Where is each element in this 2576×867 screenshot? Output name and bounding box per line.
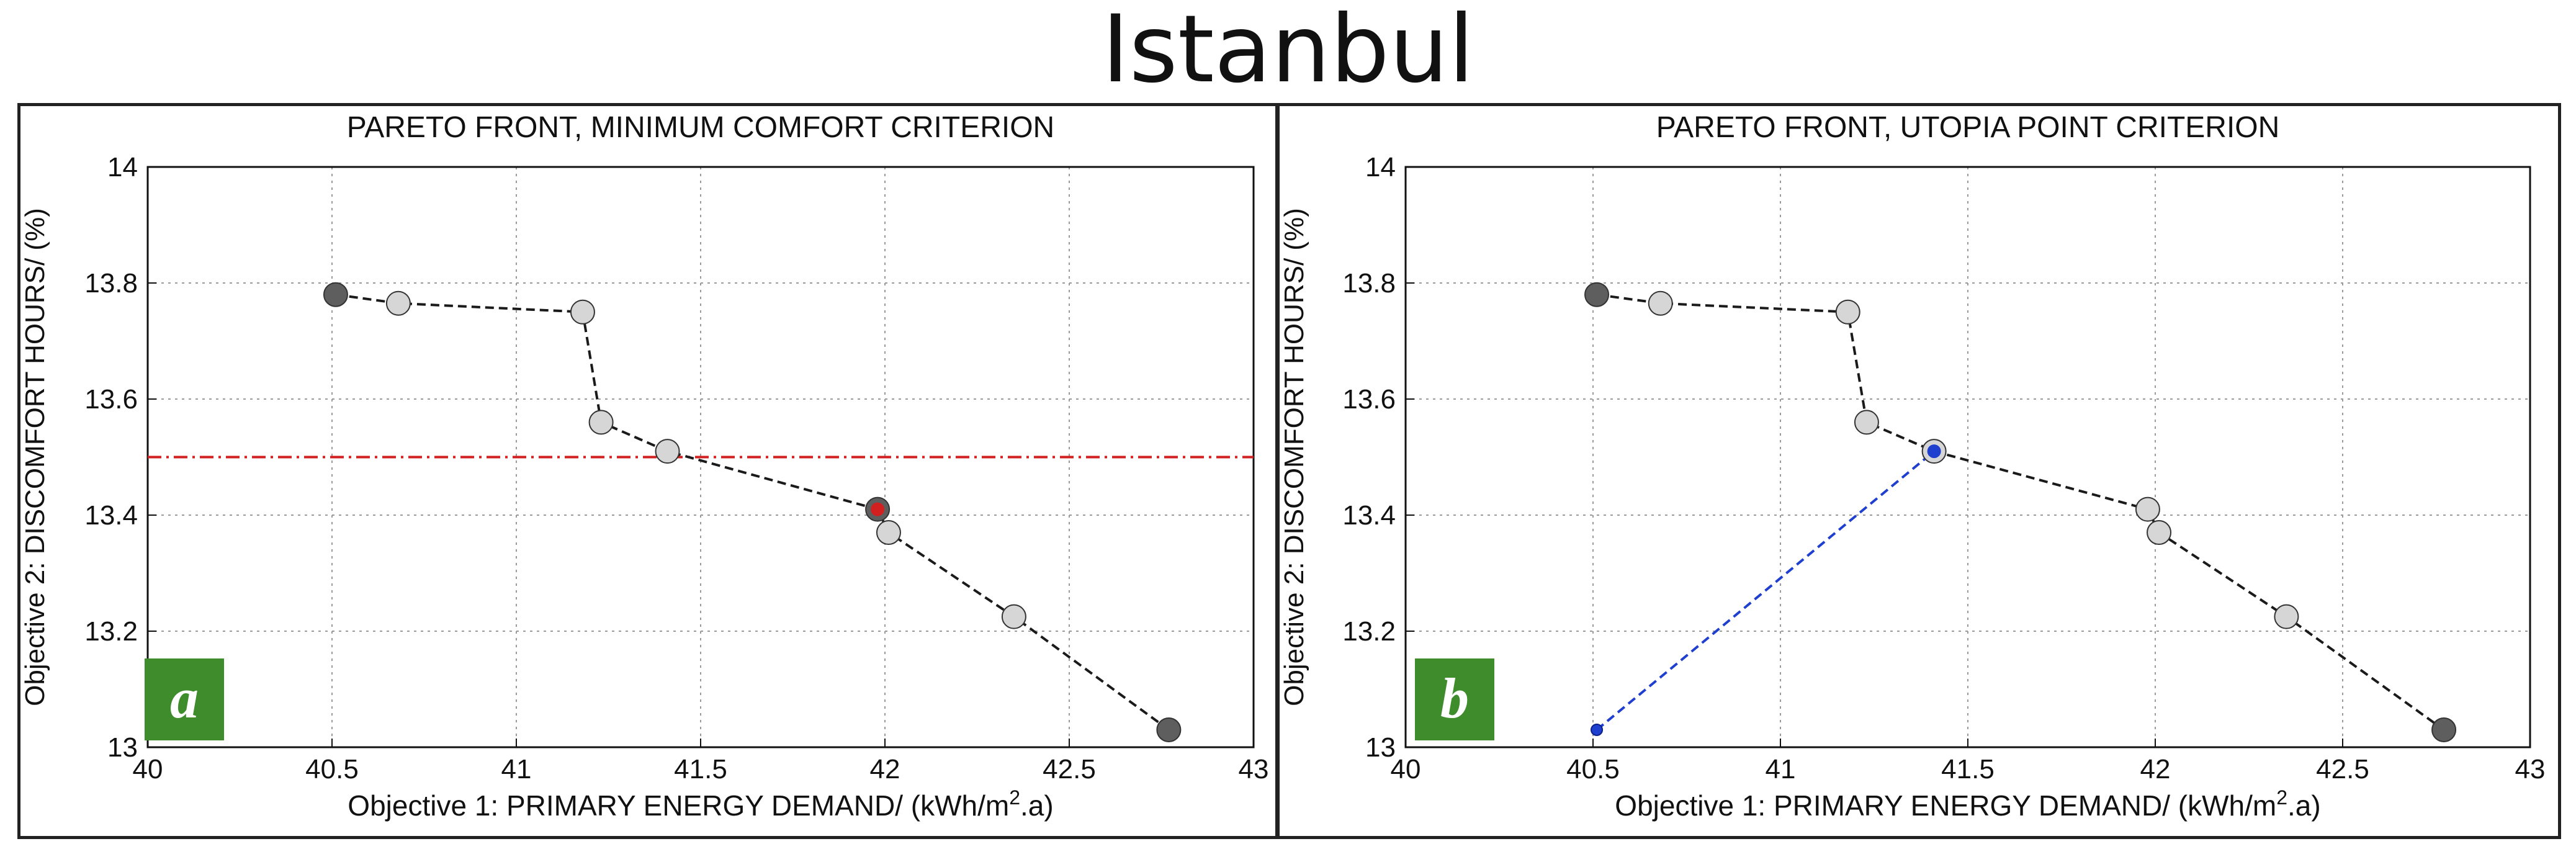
chart-a-data-point (385, 290, 411, 316)
chart-a-x-axis-label-suffix: .a) (1020, 789, 1054, 822)
chart-a-svg: PARETO FRONT, MINIMUM COMFORT CRITERION 4… (20, 111, 1269, 822)
chart-b-utopia-line (1595, 450, 1935, 731)
chart-b-data-point (1584, 282, 1610, 307)
chart-a-x-tick-label: 40 (133, 754, 163, 784)
chart-b-data-point (1854, 410, 1879, 435)
chart-a-x-axis-label-main: Objective 1: PRIMARY ENERGY DEMAND/ (kWh… (348, 789, 1009, 822)
chart-a-x-tick-label: 40.5 (305, 754, 359, 784)
chart-a-y-tick-label: 13.2 (84, 616, 138, 647)
chart-a-y-tick-label: 13 (107, 732, 138, 763)
chart-a-data-point (588, 410, 614, 435)
chart-b-y-tick-label: 14 (1365, 152, 1396, 182)
chart-b-x-tick-label: 43 (2515, 754, 2546, 784)
chart-b-data-point (2431, 717, 2457, 742)
chart-b-y-tick-label: 13.4 (1342, 500, 1396, 531)
chart-panel-a: PARETO FRONT, MINIMUM COMFORT CRITERION 4… (17, 103, 1278, 839)
chart-b-data-point (1835, 299, 1860, 325)
figure-title: Istanbul (1102, 0, 1474, 104)
chart-a-x-tick-label: 42 (870, 754, 900, 784)
chart-b-x-tick-label: 41.5 (1941, 754, 1995, 784)
chart-a-data-point (655, 439, 680, 464)
chart-a-x-axis-label: Objective 1: PRIMARY ENERGY DEMAND/ (kWh… (348, 786, 1053, 822)
chart-b-data-point-selected-core (1927, 444, 1941, 459)
chart-a-y-axis-label: Objective 2: DISCOMFORT HOURS/ (%) (20, 208, 50, 706)
chart-a-badge-label: a (170, 667, 199, 730)
chart-b-y-tick-label: 13.2 (1342, 616, 1396, 647)
chart-a-y-tick-label: 13.4 (84, 500, 138, 531)
chart-b-x-tick-label: 42.5 (2316, 754, 2369, 784)
chart-b-data-point (2147, 520, 2172, 546)
chart-b-x-tick-label: 42 (2140, 754, 2171, 784)
chart-b-x-tick-label: 40.5 (1566, 754, 1620, 784)
chart-a-x-tick-label: 42.5 (1043, 754, 1096, 784)
chart-b-utopia-point (1591, 723, 1604, 736)
chart-a-data-point (570, 299, 595, 325)
chart-a-y-tick-label: 14 (107, 152, 138, 182)
chart-b-axes-frame (1404, 166, 2531, 748)
chart-a-data-point (1001, 604, 1026, 629)
chart-a-x-tick-label: 41 (501, 754, 532, 784)
chart-b-y-tick-label: 13.8 (1342, 268, 1396, 299)
chart-b-svg: PARETO FRONT, UTOPIA POINT CRITERION 40 40… (1280, 111, 2546, 822)
chart-a-data-point-selected-core (871, 502, 885, 516)
chart-a-x-axis-label-sup: 2 (1009, 786, 1020, 809)
chart-b-x-axis-label-main: Objective 1: PRIMARY ENERGY DEMAND/ (kWh… (1615, 789, 2276, 822)
chart-b-x-tick-label: 40 (1391, 754, 1421, 784)
chart-a-y-tick-label: 13.6 (84, 384, 138, 415)
chart-panel-b: PARETO FRONT, UTOPIA POINT CRITERION 40 40… (1277, 103, 2561, 839)
chart-b-x-axis-label-suffix: .a) (2287, 789, 2321, 822)
chart-b-badge-label: b (1440, 667, 1469, 730)
chart-b-data-point (2274, 604, 2299, 629)
chart-b-x-tick-label: 41 (1766, 754, 1796, 784)
chart-b-y-axis-label: Objective 2: DISCOMFORT HOURS/ (%) (1280, 208, 1309, 706)
chart-b-badge (1415, 658, 1494, 740)
chart-b-y-tick-label: 13.6 (1342, 384, 1396, 415)
chart-a-y-tick-label: 13.8 (84, 268, 138, 299)
chart-b-y-tick-label: 13 (1365, 732, 1396, 763)
chart-a-x-tick-label: 41.5 (674, 754, 727, 784)
chart-a-pareto-line (335, 293, 1170, 731)
chart-b-data-point (1648, 290, 1673, 316)
chart-a-badge (145, 658, 224, 740)
chart-b-x-axis-label: Objective 1: PRIMARY ENERGY DEMAND/ (kWh… (1615, 786, 2320, 822)
chart-a-data-point (1156, 717, 1182, 742)
chart-a-x-tick-label: 43 (1239, 754, 1269, 784)
chart-b-data-point (2135, 496, 2160, 522)
chart-a-data-point (876, 520, 901, 546)
chart-a-data-point (323, 282, 348, 307)
chart-a-title: PARETO FRONT, MINIMUM COMFORT CRITERION (347, 111, 1054, 144)
chart-b-title: PARETO FRONT, UTOPIA POINT CRITERION (1656, 111, 2280, 144)
chart-b-x-axis-label-sup: 2 (2276, 786, 2287, 809)
